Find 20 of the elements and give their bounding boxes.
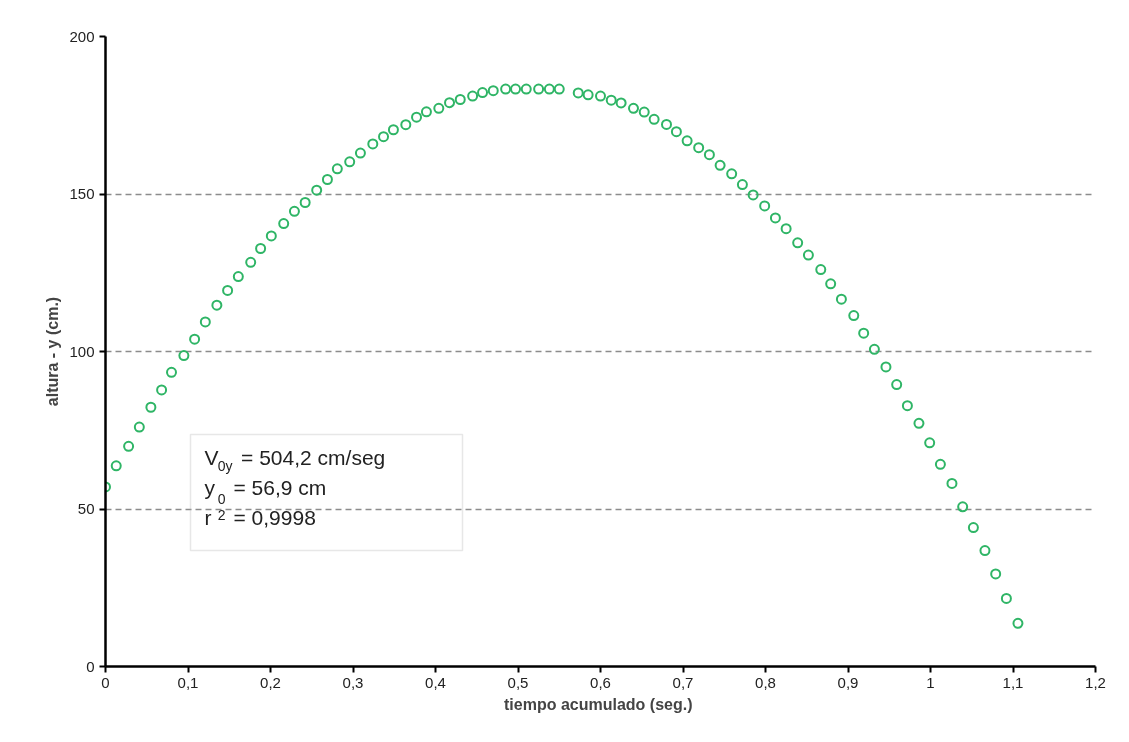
- y-tick-label: 50: [77, 500, 95, 517]
- x-tick-label: 0,3: [342, 673, 364, 691]
- y-axis-title: altura - y (cm.): [44, 296, 62, 407]
- x-tick-label: 0,9: [837, 673, 859, 691]
- x-tick-label: 0,2: [260, 673, 281, 691]
- x-tick-label: 0: [101, 673, 110, 691]
- x-tick-label: 1,1: [1002, 673, 1024, 691]
- x-tick-label: 1,2: [1085, 673, 1106, 691]
- y-tick-label: 0: [86, 657, 95, 675]
- x-tick-label: 0,5: [507, 673, 529, 691]
- y-tick-label: 200: [69, 27, 95, 45]
- x-tick-label: 0,7: [672, 673, 694, 691]
- x-axis-title: tiempo acumulado (seg.): [504, 695, 693, 713]
- x-tick-label: 0,4: [425, 673, 446, 691]
- x-tick-label: 0,1: [177, 673, 199, 691]
- x-tick-label: 1: [926, 673, 935, 691]
- x-tick-label: 0,8: [755, 673, 776, 691]
- x-tick-label: 0,6: [590, 673, 611, 691]
- y-tick-label: 150: [69, 185, 95, 202]
- y-tick-label: 100: [69, 342, 95, 360]
